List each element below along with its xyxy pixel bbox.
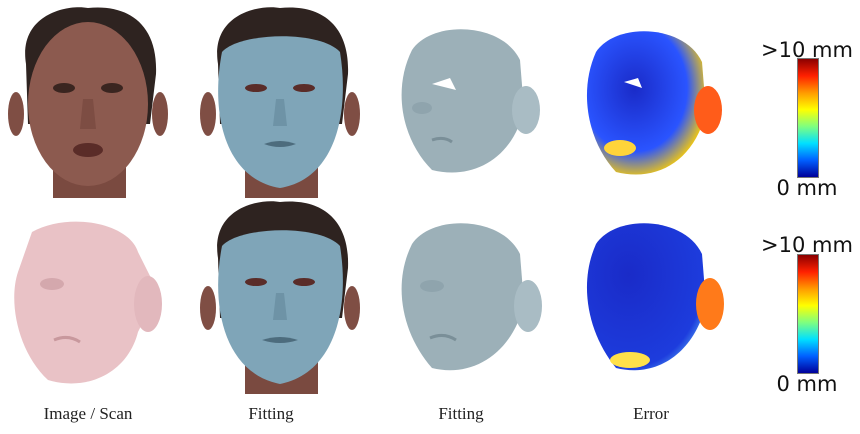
- fitting-mask-panel-1: [200, 7, 360, 198]
- mouth: [73, 143, 103, 157]
- eye-right: [101, 83, 123, 93]
- colorbar-2: [797, 254, 819, 374]
- face-photo-panel: [8, 7, 168, 198]
- scan-shape: [14, 221, 158, 384]
- caption-fitting-1: Fitting: [248, 404, 294, 423]
- caption-fitting-2: Fitting: [438, 404, 484, 423]
- error-head: [586, 31, 706, 175]
- fitting-mesh-panel-2: [401, 223, 542, 371]
- eye-left: [53, 83, 75, 93]
- fitting-mesh-panel-1: [401, 29, 540, 173]
- caption-image-scan: Image / Scan: [43, 404, 133, 423]
- error-heatmap-panel-1: [586, 31, 722, 175]
- error-ear: [694, 86, 722, 134]
- colorbar-min-label-1: 0 mm: [776, 176, 838, 200]
- caption-error: Error: [633, 404, 669, 423]
- colorbar-1: [797, 58, 819, 178]
- scan-panel: [14, 221, 162, 384]
- fitting-mask-panel-2: [200, 201, 360, 394]
- ear: [512, 86, 540, 134]
- mesh-head: [401, 29, 524, 173]
- error-heatmap-panel-2: [586, 223, 724, 371]
- colorbar-max-label-2: >10 mm: [761, 233, 853, 257]
- colorbar-min-label-2: 0 mm: [776, 372, 838, 396]
